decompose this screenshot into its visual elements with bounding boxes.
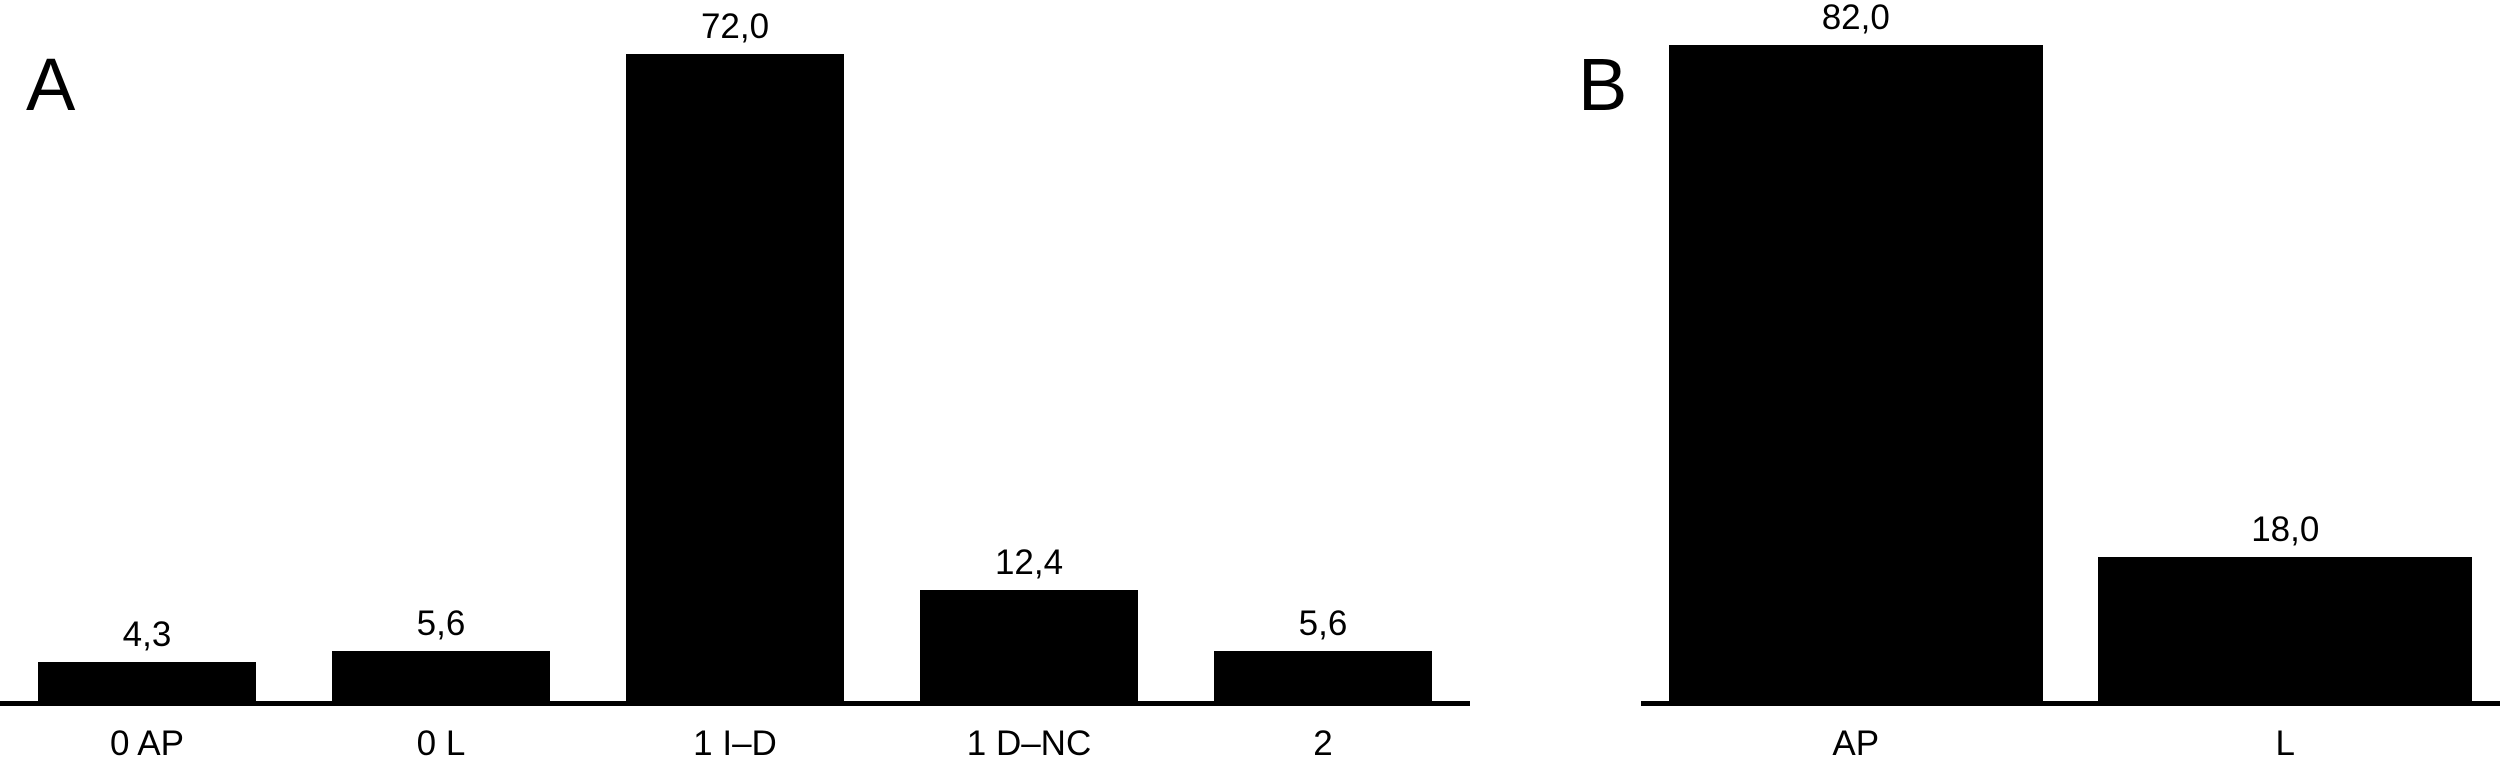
x-tick-label: 1 D–NC <box>966 724 1092 763</box>
bar <box>1214 650 1432 701</box>
bar-value-label: 5,6 <box>1298 603 1348 643</box>
bar <box>38 662 256 701</box>
x-tick-label: L <box>2275 724 2295 763</box>
bar-group: 5,6 <box>1176 0 1470 701</box>
bar-value-label: 12,4 <box>994 542 1064 582</box>
x-tick-label: 2 <box>1313 724 1333 763</box>
bar <box>1668 45 2043 701</box>
bars-A: 4,3 5,6 72,0 12,4 5,6 <box>0 0 1470 701</box>
panel-label-B: B <box>1578 43 1628 126</box>
bar-group: 72,0 <box>588 0 882 701</box>
bar <box>920 589 1138 701</box>
plot-area-B: 82,0 18,0 <box>1641 0 2500 701</box>
x-tick-labels-A: 0 AP 0 L 1 I–D 1 D–NC 2 <box>0 726 1470 761</box>
bar-group: 82,0 <box>1641 0 2071 701</box>
x-axis-line-A <box>0 701 1470 706</box>
bar-group: 12,4 <box>882 0 1176 701</box>
bar-group: 18,0 <box>2071 0 2500 701</box>
x-tick-labels-B: AP L <box>1641 726 2500 761</box>
bar-value-label: 18,0 <box>2251 509 2320 549</box>
bar-value-label: 72,0 <box>700 6 770 46</box>
bar-group: 4,3 <box>0 0 294 701</box>
bar <box>2098 556 2473 701</box>
x-tick-label: 0 AP <box>110 724 184 763</box>
bar <box>332 650 550 701</box>
chart-panel-A: 4,3 5,6 72,0 12,4 5,6 0 AP 0 L 1 I–D 1 D–NC 2 <box>0 0 1470 761</box>
bar-value-label: 4,3 <box>122 615 172 655</box>
bar-group: 5,6 <box>294 0 588 701</box>
x-tick-label: 1 I–D <box>693 724 777 763</box>
bar <box>626 53 844 701</box>
x-tick-label: 0 L <box>416 724 466 763</box>
bar-value-label: 5,6 <box>416 603 466 643</box>
x-axis-line-B <box>1641 701 2500 706</box>
chart-panel-B: 82,0 18,0 AP L <box>1641 0 2500 769</box>
bar-value-label: 82,0 <box>1821 0 1890 37</box>
panel-label-A: A <box>26 43 76 126</box>
x-tick-label: AP <box>1832 724 1880 763</box>
bars-B: 82,0 18,0 <box>1641 0 2500 701</box>
plot-area-A: 4,3 5,6 72,0 12,4 5,6 <box>0 0 1470 701</box>
